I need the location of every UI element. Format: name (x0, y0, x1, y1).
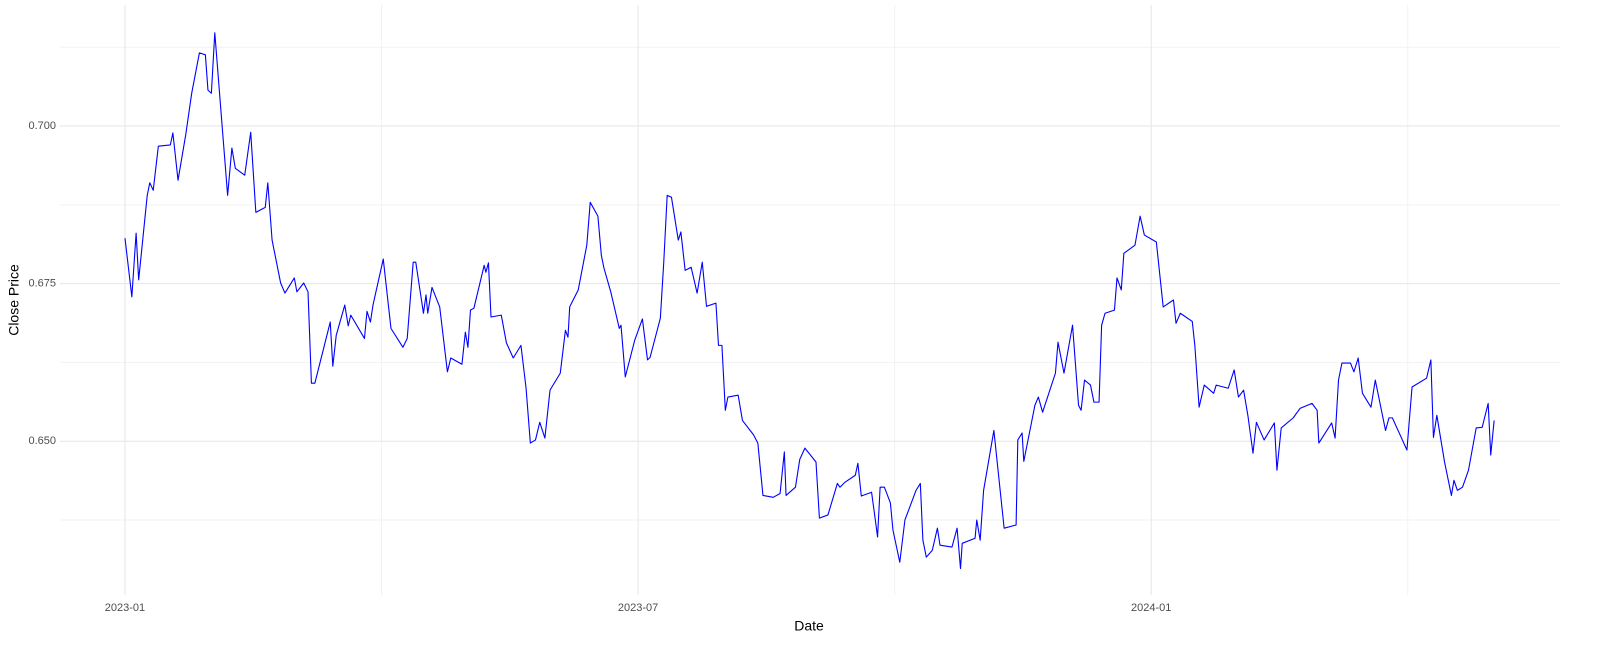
y-tick-label: 0.675 (28, 278, 56, 290)
x-tick-label: 2023-01 (105, 602, 145, 614)
price-line (124, 32, 1495, 570)
y-tick-label: 0.700 (28, 120, 56, 132)
y-axis-title: Close Price (6, 264, 22, 336)
x-tick-label: 2023-07 (618, 602, 658, 614)
x-tick-label: 2024-01 (1131, 602, 1171, 614)
y-tick-label: 0.650 (28, 435, 56, 447)
x-axis-title: Date (794, 618, 824, 634)
